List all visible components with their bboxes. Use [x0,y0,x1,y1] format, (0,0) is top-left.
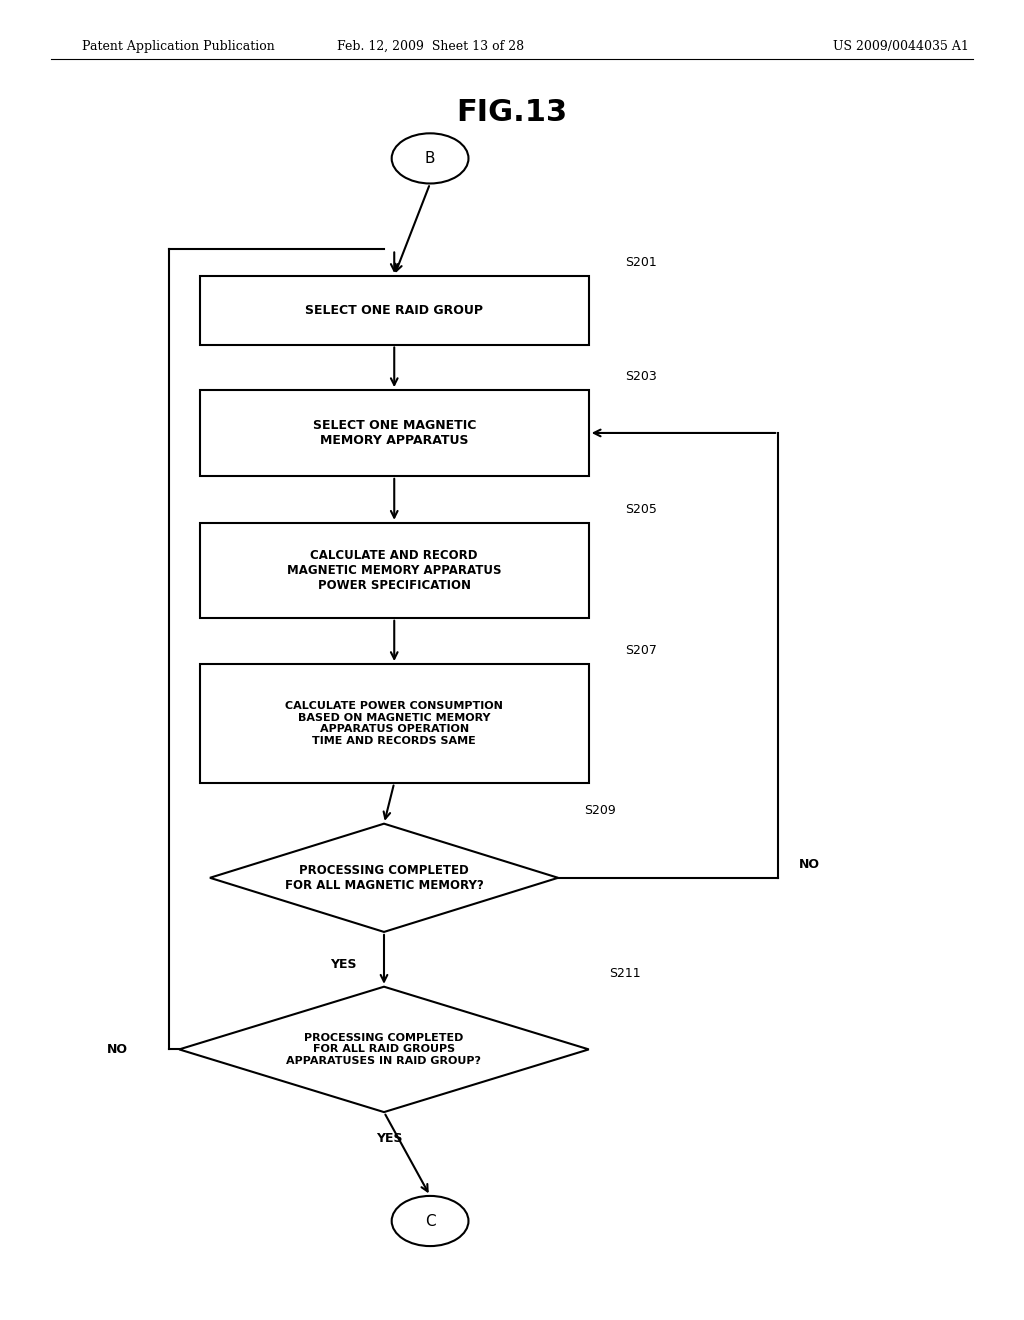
Text: S207: S207 [625,644,656,657]
Text: CALCULATE POWER CONSUMPTION
BASED ON MAGNETIC MEMORY
APPARATUS OPERATION
TIME AN: CALCULATE POWER CONSUMPTION BASED ON MAG… [286,701,503,746]
FancyBboxPatch shape [200,389,589,475]
Polygon shape [210,824,558,932]
FancyBboxPatch shape [200,664,589,783]
Text: YES: YES [376,1133,402,1144]
FancyBboxPatch shape [200,523,589,618]
Text: YES: YES [330,958,356,972]
Text: FIG.13: FIG.13 [457,98,567,127]
FancyBboxPatch shape [200,276,589,345]
Text: NO: NO [108,1043,128,1056]
Text: C: C [425,1213,435,1229]
Text: PROCESSING COMPLETED
FOR ALL MAGNETIC MEMORY?: PROCESSING COMPLETED FOR ALL MAGNETIC ME… [285,863,483,892]
Text: S211: S211 [609,968,641,979]
Text: B: B [425,150,435,166]
Text: SELECT ONE MAGNETIC
MEMORY APPARATUS: SELECT ONE MAGNETIC MEMORY APPARATUS [312,418,476,447]
Text: PROCESSING COMPLETED
FOR ALL RAID GROUPS
APPARATUSES IN RAID GROUP?: PROCESSING COMPLETED FOR ALL RAID GROUPS… [287,1032,481,1067]
Text: Feb. 12, 2009  Sheet 13 of 28: Feb. 12, 2009 Sheet 13 of 28 [337,40,523,53]
Ellipse shape [391,1196,468,1246]
Ellipse shape [391,133,468,183]
Text: SELECT ONE RAID GROUP: SELECT ONE RAID GROUP [305,304,483,317]
Text: S201: S201 [625,256,656,269]
Text: US 2009/0044035 A1: US 2009/0044035 A1 [834,40,969,53]
Text: S209: S209 [584,804,615,817]
Text: NO: NO [799,858,820,871]
Text: Patent Application Publication: Patent Application Publication [82,40,274,53]
Polygon shape [179,987,589,1111]
Text: S205: S205 [625,503,656,516]
Text: CALCULATE AND RECORD
MAGNETIC MEMORY APPARATUS
POWER SPECIFICATION: CALCULATE AND RECORD MAGNETIC MEMORY APP… [287,549,502,591]
Text: S203: S203 [625,371,656,383]
